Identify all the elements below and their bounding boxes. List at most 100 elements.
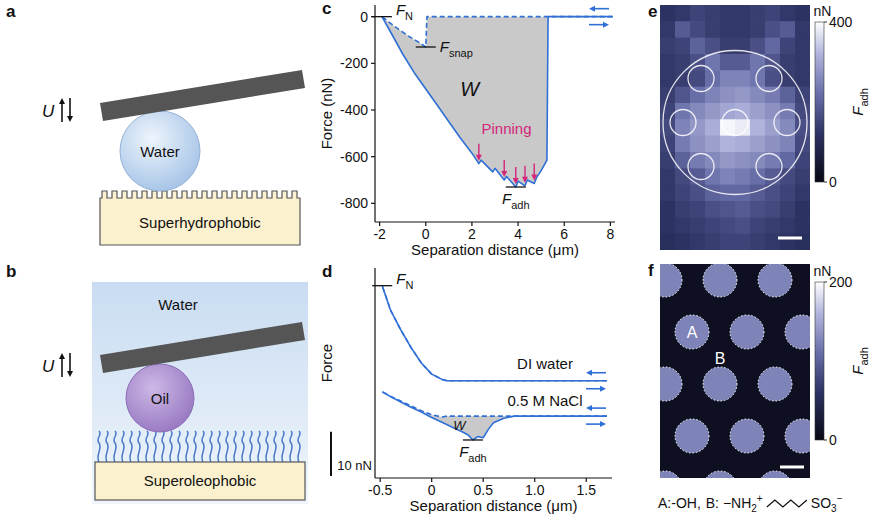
symbol-label: Fadh <box>849 88 870 116</box>
heat-cell <box>765 201 781 218</box>
heat-cell <box>735 234 751 250</box>
polymer-brush <box>154 431 156 462</box>
region-a <box>758 264 792 297</box>
heat-cell <box>780 136 796 153</box>
heat-cell <box>705 21 721 38</box>
region-label: A <box>687 324 698 341</box>
x-tick-label: 0 <box>428 482 436 498</box>
annotation: 0.5 M NaCl <box>508 392 583 409</box>
pinning-arrow-shaft <box>524 166 525 178</box>
x-tick-label: -0.5 <box>368 482 392 498</box>
annotation: Pinning <box>482 120 532 137</box>
colorbar-tick-label: 0 <box>829 174 837 190</box>
heat-cell <box>795 21 810 38</box>
heat-cell <box>750 217 766 234</box>
y-axis-title: Force <box>318 344 335 382</box>
x-tick-label: 0.5 <box>473 482 493 498</box>
heat-cell <box>660 54 676 71</box>
heat-cell <box>720 168 736 185</box>
heat-cell <box>660 168 676 185</box>
heat-cell <box>765 234 781 250</box>
arrow-up <box>59 353 65 377</box>
image-scale-bar <box>778 237 802 240</box>
heat-cell <box>660 185 676 202</box>
subscript: adh <box>511 199 529 211</box>
heat-cell <box>795 152 810 169</box>
region-a <box>758 471 792 478</box>
direction-arrow <box>586 421 606 427</box>
heat-cell <box>705 136 721 153</box>
region-a <box>660 264 682 297</box>
heat-cell <box>720 136 736 153</box>
colorbar-unit: nN <box>814 3 832 19</box>
polymer-brush <box>298 431 300 462</box>
x-tick-label: 8 <box>606 226 614 242</box>
annotation: W <box>460 78 481 100</box>
heat-cell <box>795 54 810 71</box>
caption-part: SO <box>811 495 831 511</box>
symbol-label: FN <box>396 270 413 291</box>
pattern-spot <box>688 66 714 92</box>
heat-cell <box>780 234 796 250</box>
caption-subscript: 3 <box>831 503 837 514</box>
pinning-arrow-head <box>501 171 507 177</box>
direction-arrow-shaft <box>589 24 604 26</box>
polymer-brush <box>242 431 244 462</box>
heat-cell <box>795 168 810 185</box>
surface-label: Superhydrophobic <box>139 214 261 231</box>
pinning-arrow-head <box>531 175 537 181</box>
pattern-spot <box>722 110 748 136</box>
colorbar-tick <box>824 440 827 441</box>
work-area <box>382 392 607 440</box>
direction-arrow-head <box>589 6 595 12</box>
polymer-brush <box>258 431 260 462</box>
y-axis <box>374 5 375 222</box>
direction-arrow-shaft <box>591 372 606 374</box>
heat-cell <box>735 87 751 104</box>
caption-part: B: −NH <box>706 495 752 511</box>
force-curve <box>382 392 607 440</box>
heat-cell <box>690 234 706 250</box>
annotation-marker <box>416 46 436 47</box>
heat-cell <box>705 5 721 22</box>
pinning-arrow-shaft <box>478 144 479 156</box>
colorbar-tick <box>824 282 827 283</box>
polymer-brush <box>138 431 140 462</box>
heat-cell <box>720 21 736 38</box>
colorbar <box>815 282 824 440</box>
heat-cell <box>765 136 781 153</box>
heat-cell <box>690 70 706 87</box>
heat-cell <box>675 217 691 234</box>
heat-cell <box>720 70 736 87</box>
heat-cell <box>765 38 781 55</box>
heat-cell <box>690 103 706 120</box>
scale-bar <box>330 432 332 476</box>
heat-cell <box>690 5 706 22</box>
symbol-label: FN <box>396 1 413 22</box>
polymer-brush <box>122 431 124 462</box>
pinning-arrow-head <box>476 155 482 161</box>
caption-superscript: + <box>757 493 763 504</box>
arrow-up <box>59 98 65 122</box>
direction-arrow <box>589 6 609 12</box>
direction-arrow-shaft <box>586 423 601 425</box>
direction-arrow <box>586 405 606 411</box>
region-label: B <box>715 350 726 367</box>
heat-cell <box>660 38 676 55</box>
heat-cell <box>675 201 691 218</box>
caption-part: A:-OH, <box>658 495 701 511</box>
pattern-spot <box>756 154 782 180</box>
arrow-up-shaft <box>61 103 63 122</box>
y-tick <box>371 63 375 64</box>
heat-cell <box>705 234 721 250</box>
heat-cell <box>750 5 766 22</box>
y-tick <box>371 109 375 110</box>
scale-bar-label: 10 nN <box>337 458 372 473</box>
heat-cell <box>675 136 691 153</box>
polymer-brush <box>170 431 172 462</box>
pinning-arrow-shaft <box>515 167 516 179</box>
direction-arrow-shaft <box>591 407 606 409</box>
direction-arrow <box>586 386 606 392</box>
arrow-down-head <box>67 116 73 122</box>
y-tick-label: 0 <box>360 9 368 25</box>
